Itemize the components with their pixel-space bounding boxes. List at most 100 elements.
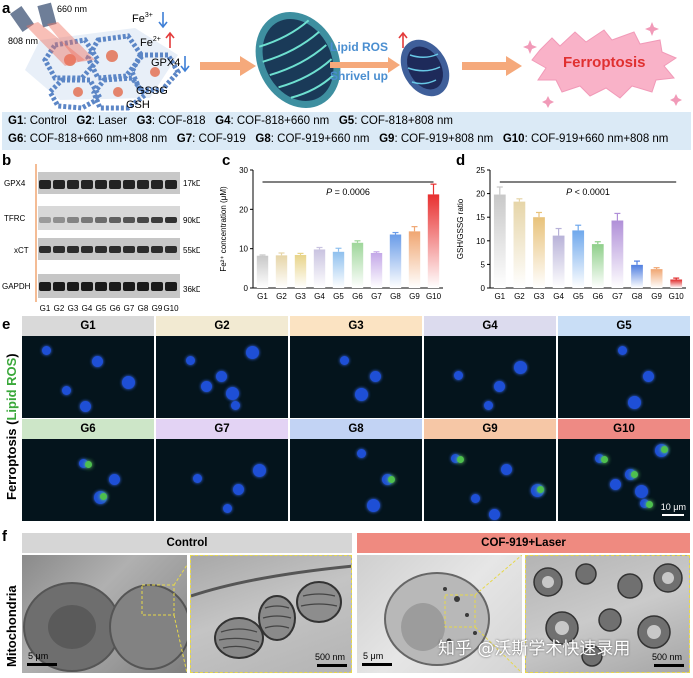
blot-band xyxy=(165,246,177,253)
nucleus-dot xyxy=(610,479,621,490)
x-tick-label: G2 xyxy=(276,292,287,301)
blot-band xyxy=(109,246,121,253)
panel-label-a: a xyxy=(2,0,11,17)
blot-band xyxy=(39,246,51,253)
lipid-ros-signal xyxy=(646,501,653,508)
lane-label: G10 xyxy=(163,304,179,313)
bar xyxy=(389,234,402,288)
legend-row-1: G1: Control G2: Laser G3: COF-818 G4: CO… xyxy=(8,112,453,130)
scale-5um-label: 5 μm xyxy=(363,651,384,661)
nucleus-dot xyxy=(42,346,51,355)
blot-band xyxy=(123,217,135,223)
lane-label: G7 xyxy=(124,304,135,313)
blot-band xyxy=(137,282,149,291)
bar xyxy=(513,201,526,288)
panel-label-d: d xyxy=(456,152,466,169)
group-header: G2 xyxy=(156,316,288,336)
blot-band xyxy=(67,282,79,291)
nucleus-dot xyxy=(201,381,212,392)
blot-band xyxy=(151,180,163,189)
blot-band xyxy=(81,180,93,189)
legend-value: : COF-919+660 nm+808 nm xyxy=(524,133,669,145)
legend-value: : COF-818 xyxy=(151,115,206,127)
y-axis-label: Fe²⁺ concentration (μM) xyxy=(219,186,228,272)
size-label: 17kDa xyxy=(183,179,200,188)
fe3-down-arrow-icon xyxy=(158,12,168,29)
nucleus-dot xyxy=(643,371,654,382)
y-tick-label: 10 xyxy=(239,245,248,254)
nucleus-dot xyxy=(357,449,366,458)
lane-label: G8 xyxy=(138,304,149,313)
panel-label-c: c xyxy=(222,152,231,169)
bar xyxy=(650,269,663,288)
blot-band xyxy=(123,180,135,189)
blot-band xyxy=(109,180,121,189)
lipid-ros-signal xyxy=(601,456,608,463)
tem-control-low-mag: 5 μm xyxy=(22,555,187,673)
protein-label: GAPDH xyxy=(2,282,31,291)
shrivel-up-label: Shrivel up xyxy=(330,69,388,83)
fe3-label: Fe3+ xyxy=(132,12,153,25)
fluorescence-image xyxy=(424,439,556,521)
nucleus-dot xyxy=(514,361,527,374)
tem-treated-high-mag: 500 nm xyxy=(525,555,690,673)
y-tick-label: 5 xyxy=(481,260,486,269)
bar xyxy=(332,251,345,288)
nucleus-dot xyxy=(484,401,493,410)
bar xyxy=(370,252,383,288)
nucleus-dot xyxy=(640,499,649,508)
legend-key: G3 xyxy=(136,115,152,127)
nucleus-dot xyxy=(355,388,368,401)
treated-header: COF-919+Laser xyxy=(357,533,690,553)
y-tick-label: 20 xyxy=(239,205,248,214)
lane-label: G4 xyxy=(82,304,93,313)
x-tick-label: G3 xyxy=(295,292,306,301)
bar xyxy=(351,242,364,288)
lipid-ros-signal xyxy=(537,486,544,493)
lipid-ros-label: Lipid ROS xyxy=(330,40,388,54)
group-header: G7 xyxy=(156,419,288,439)
bar xyxy=(294,254,307,288)
scale-bar xyxy=(662,514,684,516)
legend-key: G10 xyxy=(502,133,525,145)
lane-label: G2 xyxy=(54,304,65,313)
lipid-ros-signal xyxy=(85,461,92,468)
blot-band xyxy=(137,217,149,223)
y-tick-label: 10 xyxy=(476,237,485,246)
legend-value: : COF-818+660 nm+808 nm xyxy=(23,133,168,145)
x-tick-label: G6 xyxy=(352,292,363,301)
shriveled-mitochondrion-image xyxy=(400,39,450,97)
scale-500nm-label: 500 nm xyxy=(315,652,346,662)
legend-key: G9 xyxy=(379,133,395,145)
nucleus-dot xyxy=(340,356,349,365)
chart-d: 0 5 10 15 20 25 GSH/GSSG ratio G1 G2 G3 G4 G5 G6 G7 G8… xyxy=(456,166,686,301)
group-header: G4 xyxy=(424,316,556,336)
group-legend: G1: Control G2: Laser G3: COF-818 G4: CO… xyxy=(2,112,691,150)
blot-band xyxy=(123,246,135,253)
nucleus-dot xyxy=(635,485,648,498)
bar xyxy=(611,220,624,288)
x-tick-label: G6 xyxy=(592,292,603,301)
group-header: G5 xyxy=(558,316,690,336)
bar xyxy=(670,279,683,288)
legend-row-2: G6: COF-818+660 nm+808 nm G7: COF-919 G8… xyxy=(8,130,668,148)
cof-lattice-image xyxy=(9,2,182,111)
protein-label: GPX4 xyxy=(4,179,26,188)
blot-band xyxy=(165,217,177,223)
x-tick-label: G1 xyxy=(257,292,268,301)
protein-label: TFRC xyxy=(4,214,26,223)
blot-band xyxy=(53,217,65,223)
blot-band xyxy=(137,180,149,189)
legend-value: : COF-919+660 nm xyxy=(270,133,370,145)
tem-control-high-mag: 500 nm xyxy=(190,555,352,673)
x-tick-label: G8 xyxy=(632,292,643,301)
lipid-ros-signal xyxy=(661,446,668,453)
mitochondrion-image xyxy=(255,12,341,108)
blot-band xyxy=(151,217,163,223)
y-axis-label: GSH/GSSG ratio xyxy=(456,198,465,259)
size-label: 90kDa xyxy=(183,216,200,225)
nucleus-dot xyxy=(122,376,135,389)
x-tick-label: G4 xyxy=(314,292,325,301)
laser-660-label: 660 nm xyxy=(57,4,87,14)
lane-label: G6 xyxy=(110,304,121,313)
